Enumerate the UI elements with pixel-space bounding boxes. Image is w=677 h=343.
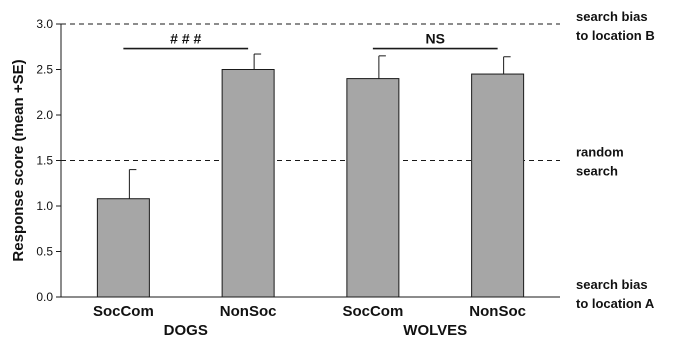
y-tick-label-0: 0.0 [36,290,53,304]
group-label-0: DOGS [164,322,208,339]
significance-annotations: # # # NS [123,31,498,50]
error-bar-1 [253,53,262,70]
category-label-2: SocCom [342,303,403,320]
reference-label-0-1: to location B [576,28,655,43]
error-bar-3 [503,56,511,75]
category-label-0: SocCom [93,303,154,320]
error-bars [128,53,511,199]
y-tick-label-4: 2.0 [36,108,53,122]
reference-line-labels: search bias to location B random search sear… [576,9,655,311]
annotation-text-0: # # # [170,31,201,47]
category-label-1: NonSoc [220,303,277,320]
error-bar-2 [378,55,386,79]
error-bar-0 [128,169,137,199]
y-tick-label-1: 0.5 [36,245,53,259]
category-labels: SocCom NonSoc SocCom NonSoc DOGS WOLVES [93,303,526,339]
bottom-label-0: search bias [576,277,648,292]
y-tick-label-2: 1.0 [36,199,53,213]
y-axis: 0.0 0.5 1.0 1.5 2.0 2.5 3.0 [36,17,560,304]
y-tick-label-5: 2.5 [36,63,53,77]
bar-3 [471,73,525,298]
category-label-3: NonSoc [469,303,526,320]
reference-label-1-0: random [576,145,624,160]
reference-label-1-1: search [576,164,618,179]
bars [96,69,525,298]
bottom-label-1: to location A [576,296,655,311]
annotation-text-1: NS [426,31,445,47]
bar-0 [96,198,150,298]
bar-1 [221,69,275,298]
bar-2 [346,78,400,298]
y-tick-label-6: 3.0 [36,17,53,31]
y-axis-label: Response score (mean +SE) [10,59,27,261]
y-tick-label-3: 1.5 [36,154,53,168]
group-label-1: WOLVES [403,322,467,339]
reference-label-0-0: search bias [576,9,648,24]
